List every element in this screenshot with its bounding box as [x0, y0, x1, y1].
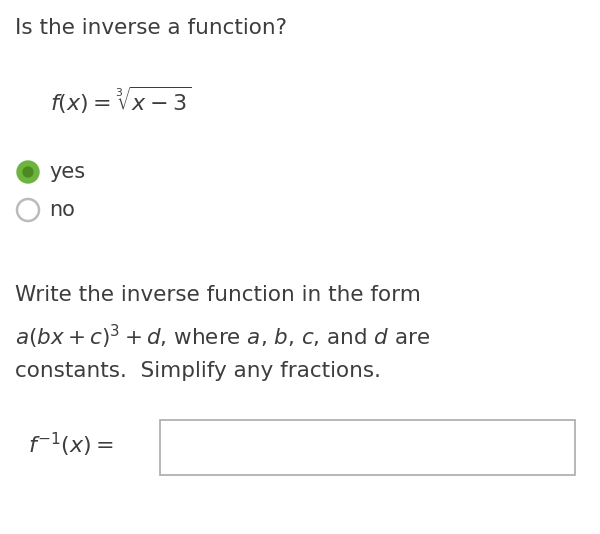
- Circle shape: [23, 167, 33, 177]
- FancyBboxPatch shape: [160, 420, 575, 475]
- Text: $a(bx + c)^3 + d$, where $a$, $b$, $c$, and $d$ are: $a(bx + c)^3 + d$, where $a$, $b$, $c$, …: [15, 323, 430, 351]
- Text: Is the inverse a function?: Is the inverse a function?: [15, 18, 287, 38]
- Text: yes: yes: [49, 162, 85, 182]
- Text: constants.  Simplify any fractions.: constants. Simplify any fractions.: [15, 361, 381, 381]
- Circle shape: [17, 161, 39, 183]
- Text: $f(x) = \sqrt[3]{x - 3}$: $f(x) = \sqrt[3]{x - 3}$: [50, 85, 191, 116]
- Text: $f^{-1}(x) =$: $f^{-1}(x) =$: [28, 431, 114, 459]
- Text: no: no: [49, 200, 75, 220]
- Text: Write the inverse function in the form: Write the inverse function in the form: [15, 285, 421, 305]
